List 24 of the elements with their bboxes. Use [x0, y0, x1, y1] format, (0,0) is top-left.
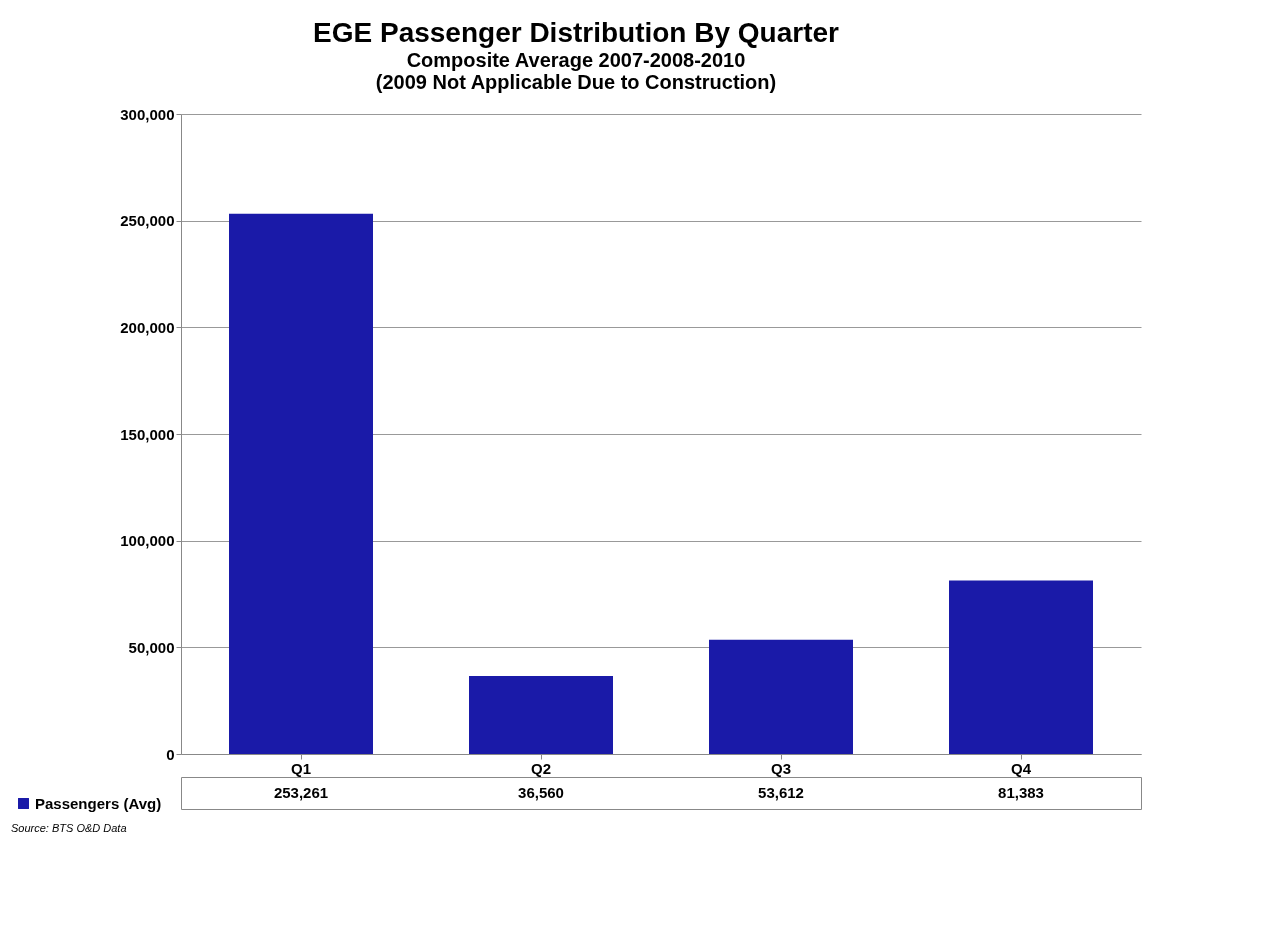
x-tick-label: Q3	[770, 759, 792, 777]
y-tick-label: 50,000	[128, 638, 175, 656]
y-tick-label: 200,000	[120, 318, 175, 336]
text: (2009 Not Applicable Due to Construction)	[375, 71, 777, 93]
data-label: 253,261	[273, 784, 329, 801]
x-tick-label: Q1	[290, 759, 312, 777]
bar	[949, 580, 1093, 754]
y-tick-label: 150,000	[120, 425, 175, 443]
data-label: 81,383	[998, 784, 1044, 801]
x-tick-label: Q4	[1010, 759, 1032, 777]
y-tick-label: 250,000	[120, 212, 175, 230]
x-tick-label: Q2	[530, 759, 552, 777]
y-tick-label: 100,000	[120, 532, 175, 550]
chart-subtitle: Composite Average 2007-2008-2010	[406, 49, 746, 71]
y-tick-label: 300,000	[120, 105, 175, 123]
bar	[709, 639, 853, 754]
legend-label: Passengers (Avg)	[35, 794, 162, 812]
bar	[469, 676, 613, 754]
bar	[229, 213, 373, 754]
data-label: 36,560	[518, 784, 564, 801]
chart-title: EGE Passenger Distribution By Quarter	[313, 17, 840, 48]
source-note: Source: BTS O&D Data	[11, 822, 127, 834]
data-label: 53,612	[758, 784, 804, 801]
y-tick-label: 0	[166, 745, 175, 763]
